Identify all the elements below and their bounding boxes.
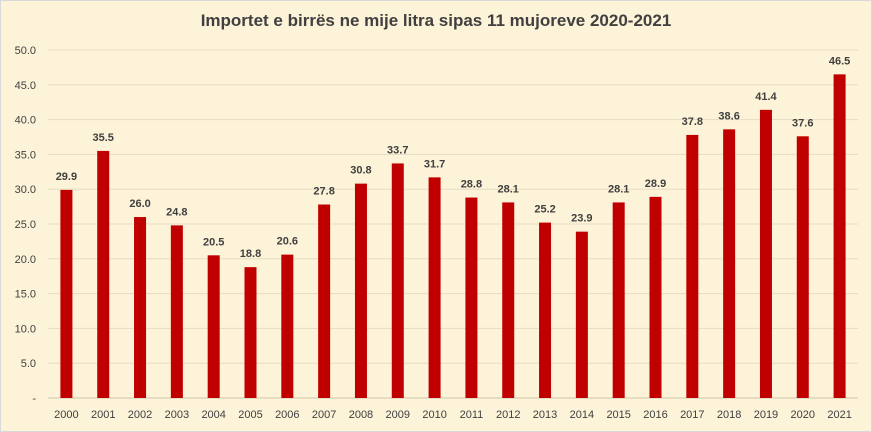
data-label: 46.5 (829, 55, 850, 67)
x-tick-label: 2012 (496, 409, 520, 421)
chart-title: Importet e birrës ne mije litra sipas 11… (200, 11, 672, 30)
data-label: 33.7 (387, 144, 408, 156)
y-tick-label: 40.0 (15, 115, 36, 127)
data-label: 27.8 (313, 186, 334, 198)
x-tick-label: 2011 (460, 409, 484, 421)
x-tick-label: 2007 (312, 409, 336, 421)
x-tick-label: 2003 (165, 409, 189, 421)
bar (612, 202, 625, 398)
data-label: 37.6 (792, 117, 813, 129)
x-tick-label: 2013 (533, 409, 557, 421)
data-label: 26.0 (129, 198, 150, 210)
data-label: 28.8 (461, 179, 482, 191)
x-tick-label: 2018 (717, 409, 741, 421)
x-tick-label: 2004 (201, 409, 225, 421)
data-label: 35.5 (93, 132, 114, 144)
x-tick-label: 2008 (349, 409, 373, 421)
x-tick-label: 2002 (128, 409, 152, 421)
data-label: 29.9 (56, 171, 77, 183)
y-tick-label: 20.0 (15, 254, 36, 266)
data-label: 41.4 (755, 91, 777, 103)
y-tick-label: 45.0 (15, 80, 36, 92)
x-tick-label: 2009 (386, 409, 410, 421)
bar (391, 163, 404, 398)
bar (170, 225, 183, 398)
bar (833, 74, 846, 399)
data-label: 20.5 (203, 236, 224, 248)
bar (759, 109, 772, 398)
bar (575, 231, 588, 398)
bar (796, 136, 809, 398)
data-label: 31.7 (424, 158, 445, 170)
data-label: 38.6 (718, 110, 739, 122)
data-label: 30.8 (350, 165, 371, 177)
bar (465, 197, 478, 398)
bar (502, 202, 515, 398)
x-tick-label: 2017 (680, 409, 704, 421)
bar (60, 189, 73, 398)
x-tick-label: 2001 (91, 409, 115, 421)
bar (428, 177, 441, 398)
y-tick-label: 30.0 (15, 184, 36, 196)
data-label: 24.8 (166, 206, 187, 218)
y-tick-label: 25.0 (15, 219, 36, 231)
y-tick-label: 50.0 (15, 45, 36, 57)
y-tick-label: 10.0 (15, 323, 36, 335)
bar (207, 255, 220, 398)
x-tick-label: 2000 (54, 409, 78, 421)
x-tick-label: 2010 (422, 409, 446, 421)
x-tick-label: 2020 (791, 409, 815, 421)
y-tick-label: 5.0 (21, 358, 36, 370)
x-tick-label: 2005 (238, 409, 262, 421)
bar (686, 134, 699, 399)
y-tick-label: 35.0 (15, 149, 36, 161)
bar (539, 222, 552, 398)
y-tick-label: 15.0 (15, 289, 36, 301)
x-tick-label: 2014 (570, 409, 594, 421)
bar (354, 183, 367, 398)
bar (134, 217, 147, 398)
bar (97, 150, 110, 398)
bar (649, 196, 662, 398)
data-label: 37.8 (682, 116, 703, 128)
x-tick-label: 2015 (606, 409, 630, 421)
data-label: 28.1 (608, 183, 629, 195)
y-tick-label: - (32, 393, 36, 405)
data-label: 20.6 (277, 236, 298, 248)
bar (244, 267, 257, 398)
x-tick-label: 2019 (754, 409, 778, 421)
data-label: 23.9 (571, 213, 592, 225)
x-tick-label: 2021 (827, 409, 851, 421)
data-label: 28.9 (645, 178, 666, 190)
x-tick-label: 2006 (275, 409, 299, 421)
data-label: 28.1 (498, 183, 519, 195)
x-tick-label: 2016 (643, 409, 667, 421)
data-label: 25.2 (534, 204, 555, 216)
bar (281, 254, 294, 398)
data-label: 18.8 (240, 248, 261, 260)
bar (318, 204, 331, 398)
bar (723, 129, 736, 398)
